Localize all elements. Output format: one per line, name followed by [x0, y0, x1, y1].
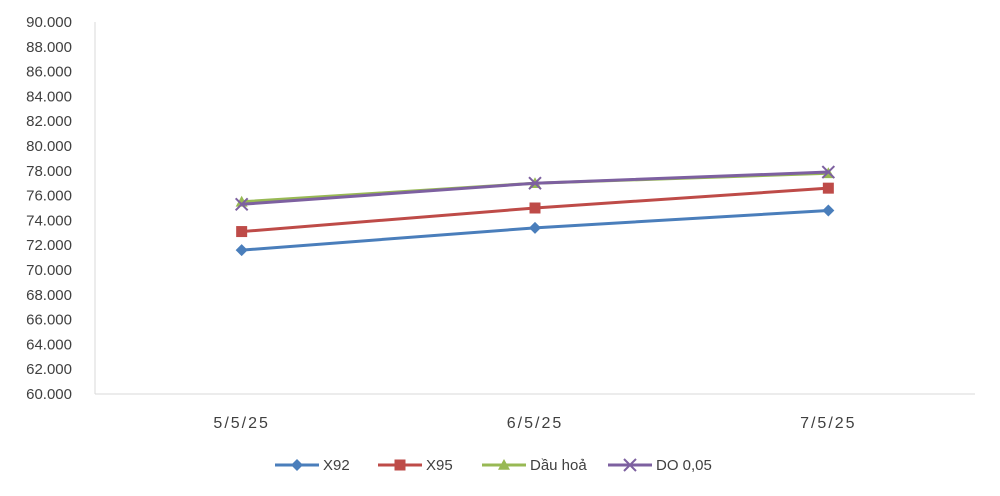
y-axis-tick-labels: 60.000 62.000 64.000 66.000 68.000 70.000 72.0… — [26, 14, 72, 403]
data-point-marker — [235, 244, 248, 257]
y-tick-label: 82.000 — [26, 113, 72, 130]
legend-entry: X92 — [275, 457, 350, 474]
y-tick-label: 70.000 — [26, 262, 72, 279]
y-tick-label: 80.000 — [26, 138, 72, 155]
data-point-marker — [234, 197, 249, 211]
data-point-marker — [623, 458, 637, 472]
legend-entry: DO 0,05 — [608, 457, 712, 474]
marker-stroke — [528, 176, 542, 190]
x-tick-label: 5/5/25 — [213, 415, 269, 432]
marker-stroke — [623, 458, 637, 472]
data-point-marker — [529, 221, 541, 234]
x-axis-tick-labels: 5/5/25 6/5/25 7/5/25 — [213, 415, 856, 432]
y-tick-label: 88.000 — [26, 39, 72, 56]
x-tick-label: 7/5/25 — [800, 415, 856, 432]
y-tick-label: 78.000 — [26, 163, 72, 180]
legend-label: X92 — [323, 457, 350, 474]
y-tick-label: 62.000 — [26, 361, 72, 378]
legend: X92 X95 Dầu hoả DO 0,05 — [275, 457, 712, 474]
data-point-marker — [291, 459, 303, 471]
data-point-marker — [394, 459, 406, 471]
legend-entry: X95 — [378, 457, 453, 474]
marker-stroke — [821, 165, 836, 179]
legend-label: Dầu hoả — [530, 457, 587, 474]
legend-label: DO 0,05 — [656, 457, 712, 474]
y-tick-label: 72.000 — [26, 237, 72, 254]
y-tick-label: 74.000 — [26, 212, 72, 229]
y-tick-label: 90.000 — [26, 14, 72, 31]
series-x92 — [235, 204, 835, 257]
axes — [94, 22, 975, 395]
y-tick-label: 64.000 — [26, 336, 72, 353]
series-layer — [234, 165, 836, 257]
legend-label: X95 — [426, 457, 453, 474]
data-point-marker — [528, 176, 542, 190]
data-point-marker — [498, 459, 510, 470]
y-tick-label: 66.000 — [26, 312, 72, 329]
data-point-marker — [821, 165, 836, 179]
series-do-0-05 — [234, 165, 836, 211]
data-point-marker — [236, 226, 248, 238]
data-point-marker — [822, 204, 835, 217]
y-tick-label: 86.000 — [26, 64, 72, 81]
data-point-marker — [822, 182, 834, 194]
x-tick-label: 6/5/25 — [507, 415, 563, 432]
y-tick-label: 60.000 — [26, 386, 72, 403]
marker-stroke — [234, 197, 249, 211]
y-tick-label: 76.000 — [26, 188, 72, 205]
series-x95 — [236, 182, 834, 238]
series-line — [241, 170, 829, 206]
data-point-marker — [529, 202, 541, 214]
legend-entry: Dầu hoả — [482, 457, 587, 474]
series-d-u-ho- — [235, 167, 835, 207]
y-tick-label: 68.000 — [26, 287, 72, 304]
y-tick-label: 84.000 — [26, 88, 72, 105]
